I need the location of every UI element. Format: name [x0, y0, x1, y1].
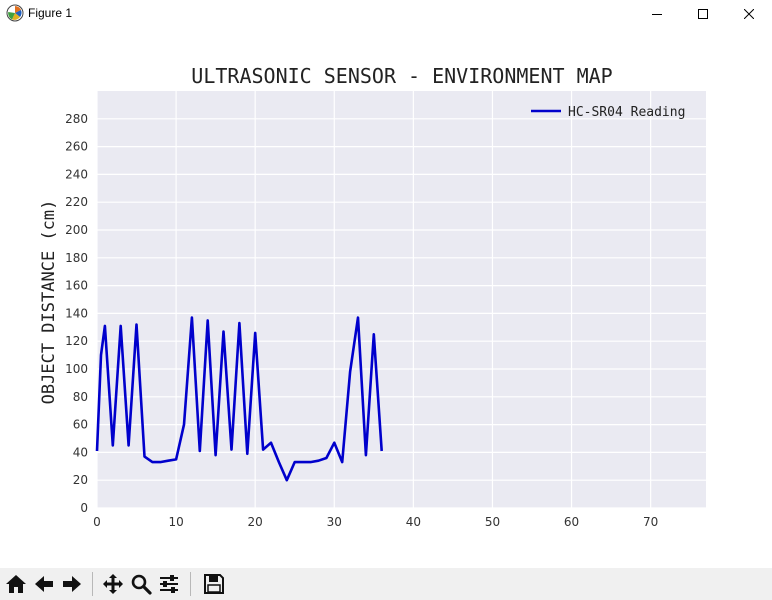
- y-tick-label: 180: [65, 251, 88, 265]
- toolbar-separator: [190, 572, 191, 596]
- y-tick-label: 0: [80, 501, 88, 515]
- y-tick-label: 220: [65, 195, 88, 209]
- y-tick-label: 40: [73, 445, 88, 459]
- figure-canvas[interactable]: 0 10 20 30 40 50 60 70 0 20 40 60 80 100 120 140 160 180 2…: [0, 27, 772, 568]
- y-tick-label: 160: [65, 279, 88, 293]
- y-tick-label: 80: [73, 390, 88, 404]
- close-icon: [744, 8, 754, 19]
- toolbar-separator: [92, 572, 93, 596]
- magnifier-icon: [131, 574, 152, 595]
- series-line: [95, 316, 383, 482]
- save-button[interactable]: [201, 571, 227, 597]
- y-tick-label: 60: [73, 418, 88, 432]
- plot-background: [97, 91, 706, 508]
- x-tick-label: 30: [327, 515, 342, 529]
- move-icon: [103, 574, 123, 594]
- navigation-toolbar: [0, 568, 772, 600]
- arrow-right-icon: [63, 576, 81, 592]
- window-title: Figure 1: [28, 6, 73, 20]
- x-tick-label: 0: [93, 515, 101, 529]
- y-axis-label: OBJECT DISTANCE (cm): [39, 200, 59, 405]
- window-titlebar: Figure 1: [0, 0, 772, 27]
- y-tick-label: 240: [65, 167, 88, 181]
- y-tick-label: 200: [65, 223, 88, 237]
- x-tick-label: 60: [564, 515, 579, 529]
- minimize-button[interactable]: [634, 0, 680, 27]
- home-icon: [6, 575, 26, 593]
- sliders-icon: [160, 575, 178, 593]
- x-tick-label: 20: [248, 515, 263, 529]
- back-button[interactable]: [31, 571, 57, 597]
- home-button[interactable]: [3, 571, 29, 597]
- y-tick-label: 140: [65, 306, 88, 320]
- minimize-icon: [652, 13, 662, 15]
- y-tick-label: 100: [65, 362, 88, 376]
- legend-entry: HC-SR04 Reading: [568, 105, 685, 120]
- line-chart: 0 10 20 30 40 50 60 70 0 20 40 60 80 100 120 140 160 180 2…: [39, 64, 706, 529]
- zoom-button[interactable]: [128, 571, 154, 597]
- chart-title: ULTRASONIC SENSOR - ENVIRONMENT MAP: [191, 64, 612, 88]
- forward-button[interactable]: [59, 571, 85, 597]
- pan-button[interactable]: [100, 571, 126, 597]
- floppy-disk-icon: [204, 574, 224, 594]
- x-tick-label: 50: [485, 515, 500, 529]
- arrow-left-icon: [35, 576, 53, 592]
- maximize-button[interactable]: [680, 0, 726, 27]
- close-button[interactable]: [726, 0, 772, 27]
- subplots-button[interactable]: [156, 571, 182, 597]
- x-tick-label: 10: [168, 515, 183, 529]
- y-tick-label: 120: [65, 334, 88, 348]
- x-tick-label: 70: [643, 515, 658, 529]
- maximize-icon: [698, 8, 708, 19]
- x-tick-label: 40: [406, 515, 421, 529]
- matplotlib-logo-icon: [6, 4, 24, 22]
- y-tick-label: 280: [65, 112, 88, 126]
- y-tick-label: 260: [65, 140, 88, 154]
- y-tick-label: 20: [73, 473, 88, 487]
